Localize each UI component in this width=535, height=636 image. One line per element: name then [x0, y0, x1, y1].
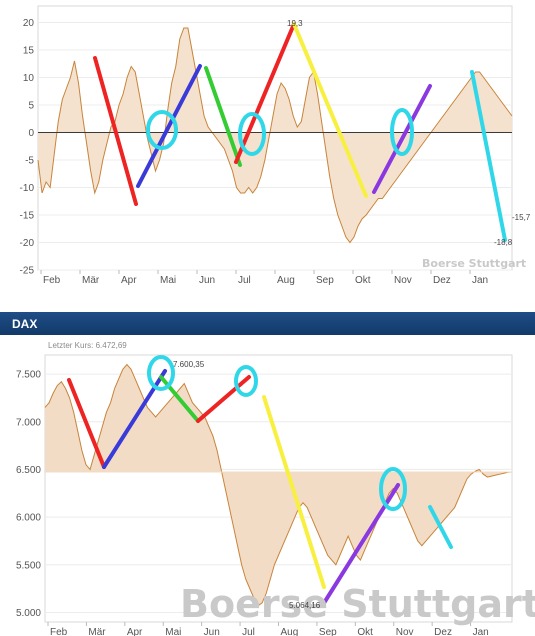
y-tick-label: 7.000: [16, 417, 41, 428]
x-tick-label: Feb: [43, 275, 61, 286]
watermark: Boerse Stuttgart: [180, 582, 535, 626]
x-tick-label: Mär: [88, 627, 106, 636]
x-tick-label: Jun: [204, 627, 220, 636]
x-tick-label: Okt: [357, 627, 373, 636]
x-tick-label: Okt: [355, 275, 371, 286]
min-label: -18,8: [494, 238, 513, 247]
highlight-circle: [238, 112, 266, 156]
y-tick-label: -25: [20, 266, 35, 277]
trend-line: [470, 70, 507, 242]
x-tick-label: Sep: [316, 275, 334, 286]
last-price-label: Letzter Kurs: 6.472,69: [48, 341, 127, 350]
x-tick-label: Dez: [434, 627, 452, 636]
y-tick-label: 20: [23, 18, 35, 29]
momentum-chart: 20 15 10 5 0 -5 -10 -15 -20 -25 Feb Mär Apr Mai Jun Ju…: [0, 0, 535, 290]
y-tick-label: -5: [25, 156, 34, 167]
y-tick-label: 6.000: [16, 513, 41, 524]
y-tick-label: -10: [20, 183, 35, 194]
trend-line: [204, 66, 242, 167]
trend-line: [262, 395, 326, 589]
y-tick-label: 5: [28, 101, 34, 112]
x-tick-label: Apr: [127, 627, 143, 636]
x-tick-label: Jan: [473, 627, 489, 636]
series-line: [37, 27, 513, 244]
max-label: 7.600,35: [173, 360, 205, 369]
highlight-circle: [390, 108, 414, 156]
y-tick-label: 5.000: [16, 608, 41, 619]
y-tick-label: -15: [20, 211, 35, 222]
min-label: 5.064,16: [289, 601, 321, 610]
x-tick-label: Mär: [82, 275, 100, 286]
highlight-circle: [379, 467, 407, 511]
trend-line: [234, 22, 296, 164]
x-tick-label: Mai: [165, 627, 181, 636]
trend-line: [292, 22, 368, 198]
x-tick-label: Nov: [396, 627, 414, 636]
x-tick-label: Apr: [121, 275, 137, 286]
trend-line: [67, 378, 106, 469]
dax-title: DAX: [12, 317, 38, 331]
x-tick-label: Jun: [199, 275, 215, 286]
max-label: 19,3: [287, 19, 303, 28]
y-tick-label: -20: [20, 238, 35, 249]
x-tick-label: Jan: [472, 275, 488, 286]
trend-line: [136, 64, 202, 188]
y-tick-label: 15: [23, 46, 35, 57]
y-tick-label: 10: [23, 73, 35, 84]
highlight-circle: [234, 365, 258, 397]
x-tick-label: Aug: [281, 627, 299, 636]
series-area: [45, 364, 512, 606]
y-tick-label: 6.500: [16, 465, 41, 476]
watermark: Boerse Stuttgart: [422, 257, 526, 270]
series-area: [38, 28, 512, 243]
x-tick-label: Nov: [394, 275, 412, 286]
dax-header: DAX: [0, 312, 535, 335]
x-tick-label: Jul: [242, 627, 255, 636]
trend-line: [428, 505, 453, 549]
series-line: [44, 363, 513, 607]
y-tick-label: 5.500: [16, 560, 41, 571]
x-tick-label: Aug: [277, 275, 295, 286]
trend-line: [372, 84, 432, 194]
x-tick-label: Dez: [433, 275, 451, 286]
dax-chart: 7.500 7.000 6.500 6.000 5.500 5.000 Feb Mär Apr…: [0, 335, 535, 636]
trend-line: [196, 375, 251, 423]
trend-line: [93, 56, 138, 206]
highlight-circle: [147, 355, 175, 391]
x-tick-label: Sep: [319, 627, 337, 636]
x-tick-label: Jul: [238, 275, 251, 286]
last-label: -15,7: [512, 213, 531, 222]
highlight-circle: [146, 110, 178, 150]
x-tick-label: Mai: [160, 275, 176, 286]
y-tick-label: 7.500: [16, 370, 41, 381]
y-tick-label: 0: [28, 128, 34, 139]
x-tick-label: Feb: [50, 627, 68, 636]
chart-gap: [0, 290, 535, 312]
